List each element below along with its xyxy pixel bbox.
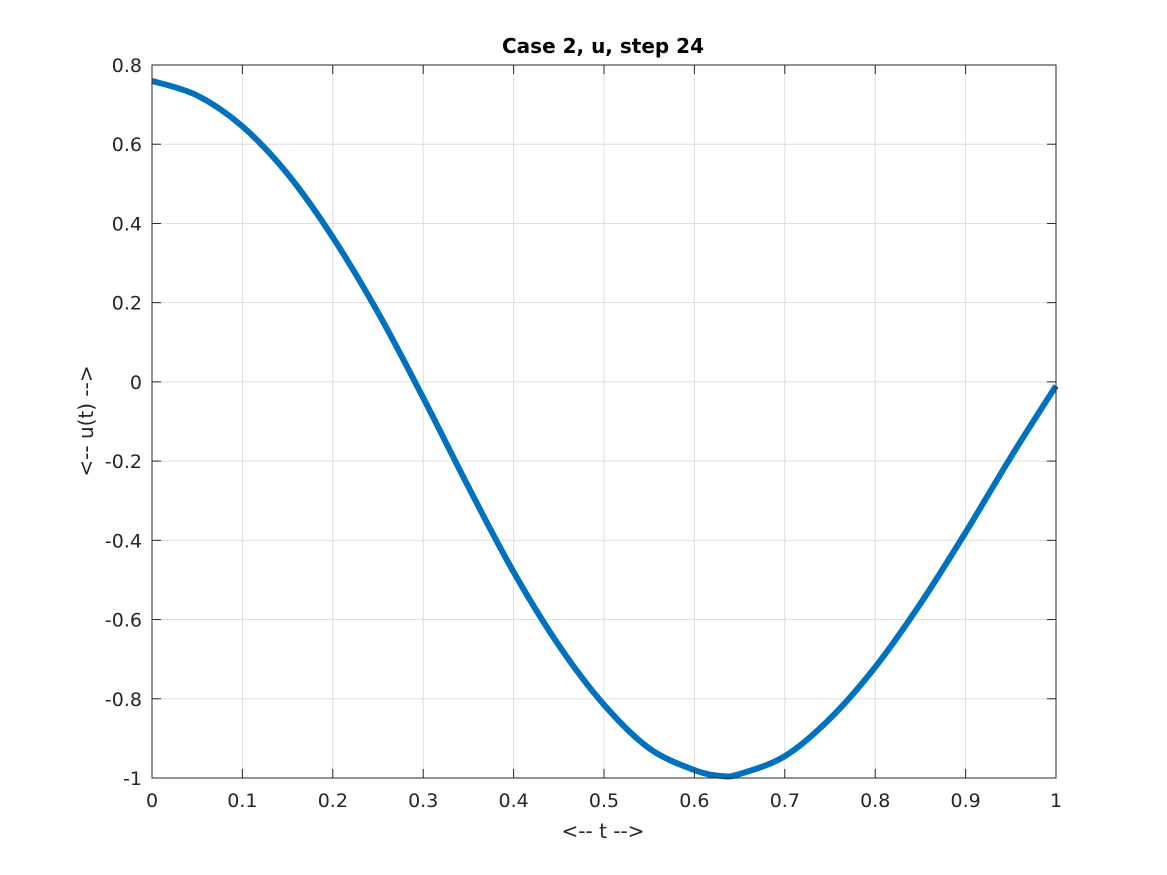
y-tick-label: 0.8 <box>112 55 142 77</box>
y-tick-label: 0 <box>130 372 142 394</box>
x-tick-label: 0.9 <box>950 790 980 812</box>
y-tick-label: -0.6 <box>105 610 142 632</box>
y-tick-label: -1 <box>123 768 142 790</box>
tick-marks <box>151 64 1057 779</box>
series-group <box>151 77 1059 780</box>
x-tick-label: 0.8 <box>860 790 890 812</box>
x-tick-label: 1 <box>1050 790 1062 812</box>
y-tick-label: -0.4 <box>105 530 142 552</box>
tick-labels: 0 0.1 0.2 0.3 0.4 0.5 0.6 0.7 0.8 0.9 1 -1 -0.8 -0.6 -… <box>105 55 1062 812</box>
x-tick-label: 0.6 <box>679 790 709 812</box>
x-tick-label: 0 <box>146 790 158 812</box>
x-tick-label: 0.1 <box>227 790 257 812</box>
y-tick-label: -0.8 <box>105 689 142 711</box>
y-tick-label: 0.6 <box>112 134 142 156</box>
y-tick-label: 0.4 <box>112 213 142 235</box>
x-tick-label: 0.3 <box>408 790 438 812</box>
y-axis-label: <-- u(t) --> <box>74 365 98 476</box>
x-tick-label: 0.7 <box>770 790 800 812</box>
x-tick-label: 0.2 <box>318 790 348 812</box>
y-tick-label: 0.2 <box>112 293 142 315</box>
x-axis-label: <-- t --> <box>562 819 645 843</box>
chart-title: Case 2, u, step 24 <box>502 34 704 58</box>
x-tick-label: 0.5 <box>589 790 619 812</box>
y-tick-label: -0.2 <box>105 451 142 473</box>
x-tick-label: 0.4 <box>498 790 528 812</box>
series-line <box>151 77 1059 780</box>
